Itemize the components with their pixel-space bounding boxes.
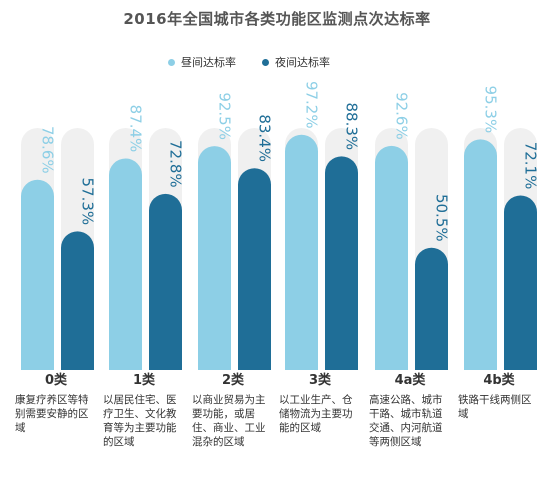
legend-item-night: 夜间达标率 (262, 54, 330, 70)
value-label-day: 78.6% (39, 126, 57, 174)
legend-label-day: 昼间达标率 (181, 56, 236, 69)
bar-day (21, 179, 54, 370)
bar-night (325, 156, 358, 370)
category-label: 0类康复疗养区等特别需要安静的区域 (15, 374, 97, 435)
legend: 昼间达标率 夜间达标率 (168, 54, 330, 70)
bar-night (61, 231, 94, 370)
value-label-night: 72.1% (522, 142, 540, 190)
value-label-day: 92.5% (216, 92, 234, 140)
bar-day (198, 146, 231, 370)
category-label: 4a类高速公路、城市干路、城市轨道交通、内河航道等两侧区域 (369, 374, 451, 449)
value-label-day: 92.6% (393, 92, 411, 140)
legend-item-day: 昼间达标率 (168, 54, 236, 70)
category-name: 3类 (308, 373, 332, 388)
bar-night (238, 168, 271, 370)
bar-day (285, 134, 318, 370)
bar-day (375, 145, 408, 370)
bar-day (464, 139, 497, 370)
legend-swatch-night (262, 58, 269, 66)
category-description: 康复疗养区等特别需要安静的区域 (15, 394, 89, 434)
category-name: 1类 (132, 373, 156, 388)
category-description: 以居民住宅、医疗卫生、文化教育等为主要功能的区域 (103, 394, 177, 448)
value-label-night: 88.3% (343, 102, 361, 150)
category-label: 4b类铁路干线两侧区域 (458, 374, 540, 421)
category-label: 3类以工业生产、仓储物流为主要功能的区域 (279, 374, 361, 435)
bar-night (415, 247, 448, 370)
bar-night (149, 193, 182, 370)
legend-swatch-day (168, 58, 175, 66)
value-label-day: 97.2% (303, 81, 321, 129)
value-label-night: 72.8% (167, 140, 185, 188)
category-description: 以商业贸易为主要功能，或居住、商业、工业混杂的区域 (192, 394, 266, 448)
category-name: 2类 (221, 373, 245, 388)
category-name: 0类 (44, 373, 68, 388)
value-label-night: 57.3% (79, 178, 97, 226)
legend-label-night: 夜间达标率 (275, 56, 330, 69)
category-description: 高速公路、城市干路、城市轨道交通、内河航道等两侧区域 (369, 394, 443, 448)
value-label-night: 50.5% (433, 194, 451, 242)
category-label: 1类以居民住宅、医疗卫生、文化教育等为主要功能的区域 (103, 374, 185, 449)
category-name: 4a类 (394, 373, 426, 388)
bar-night (504, 195, 537, 370)
category-name: 4b类 (483, 373, 515, 388)
value-label-day: 87.4% (127, 105, 145, 153)
category-description: 以工业生产、仓储物流为主要功能的区域 (279, 394, 353, 434)
chart-title: 2016年全国城市各类功能区监测点次达标率 (123, 10, 431, 28)
category-label: 2类以商业贸易为主要功能，或居住、商业、工业混杂的区域 (192, 374, 274, 449)
value-label-night: 83.4% (256, 114, 274, 162)
value-label-day: 95.3% (482, 86, 500, 134)
category-description: 铁路干线两侧区域 (458, 394, 532, 420)
bar-day (109, 158, 142, 370)
